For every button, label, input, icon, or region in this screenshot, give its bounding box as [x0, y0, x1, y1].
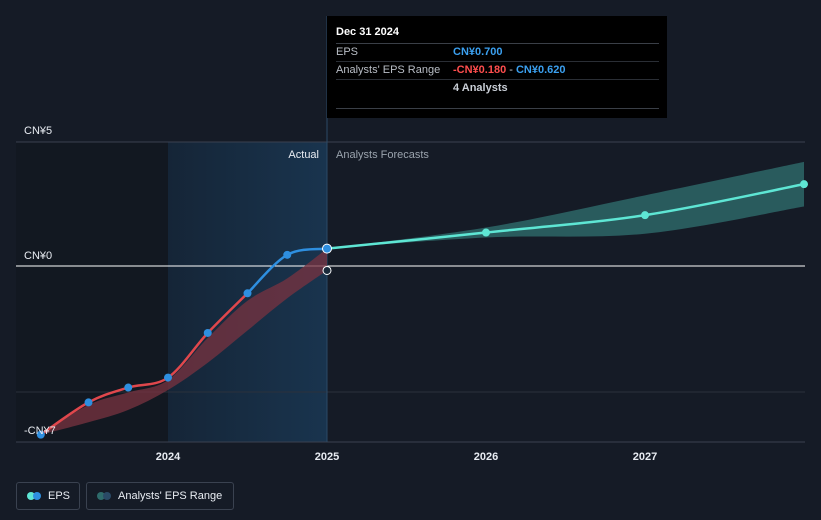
tooltip-range-row: Analysts' EPS Range -CN¥0.180 - CN¥0.620	[336, 62, 659, 80]
tooltip-analyst-count: 4 Analysts	[453, 82, 508, 94]
eps-forecast-point-1	[482, 228, 490, 237]
eps-tooltip: Dec 31 2024 EPS CN¥0.700 Analysts' EPS R…	[327, 16, 667, 118]
range-legend-icon	[97, 492, 111, 500]
eps-forecast-point-2	[641, 211, 649, 220]
tooltip-range-low: -CN¥0.180	[453, 64, 507, 76]
eps-actual-negative-line	[40, 292, 249, 436]
hover-range-low-point	[322, 265, 332, 275]
eps-actual-point-0	[36, 430, 45, 439]
y-axis-label-2: -CN¥7	[24, 425, 56, 437]
tooltip-eps-value: CN¥0.700	[453, 46, 503, 58]
tooltip-range-label: Analysts' EPS Range	[336, 64, 441, 76]
y-axis-label-1: CN¥0	[24, 250, 52, 262]
eps-actual-point-2	[124, 383, 133, 392]
forecast-region-label: Analysts Forecasts	[336, 149, 429, 161]
legend-eps-label: EPS	[48, 490, 71, 502]
eps-forecast-point-3	[800, 180, 808, 189]
x-tick-2027: 2027	[633, 451, 657, 463]
tooltip-range-high: CN¥0.620	[515, 64, 566, 76]
eps-actual-point-5	[243, 289, 252, 298]
tooltip-analysts-row: 4 Analysts	[336, 80, 659, 106]
tooltip-eps-label: EPS	[336, 46, 359, 58]
tooltip-range-sep: -	[506, 64, 516, 76]
hover-eps-point	[322, 243, 332, 254]
tooltip-date: Dec 31 2024	[336, 25, 659, 44]
historical-range-band	[40, 248, 328, 435]
eps-actual-point-3	[164, 373, 172, 382]
forecast-range-band	[327, 161, 804, 249]
tooltip-divider	[336, 108, 659, 109]
eps-actual-point-6	[283, 250, 292, 259]
y-axis-label-0: CN¥5	[24, 125, 52, 137]
x-tick-2026: 2026	[474, 451, 498, 463]
tooltip-eps-row: EPS CN¥0.700	[336, 44, 659, 62]
eps-forecast-line	[326, 182, 805, 250]
legend-eps-range[interactable]: Analysts' EPS Range	[86, 482, 234, 510]
actual-region-label: Actual	[288, 149, 319, 161]
eps-actual-point-4	[203, 328, 212, 337]
legend-eps[interactable]: EPS	[16, 482, 80, 510]
eps-legend-icon	[27, 492, 41, 500]
legend-range-label: Analysts' EPS Range	[118, 490, 223, 502]
eps-actual-point-1	[84, 398, 93, 407]
x-tick-2024: 2024	[156, 451, 181, 463]
x-tick-2025: 2025	[315, 451, 339, 463]
